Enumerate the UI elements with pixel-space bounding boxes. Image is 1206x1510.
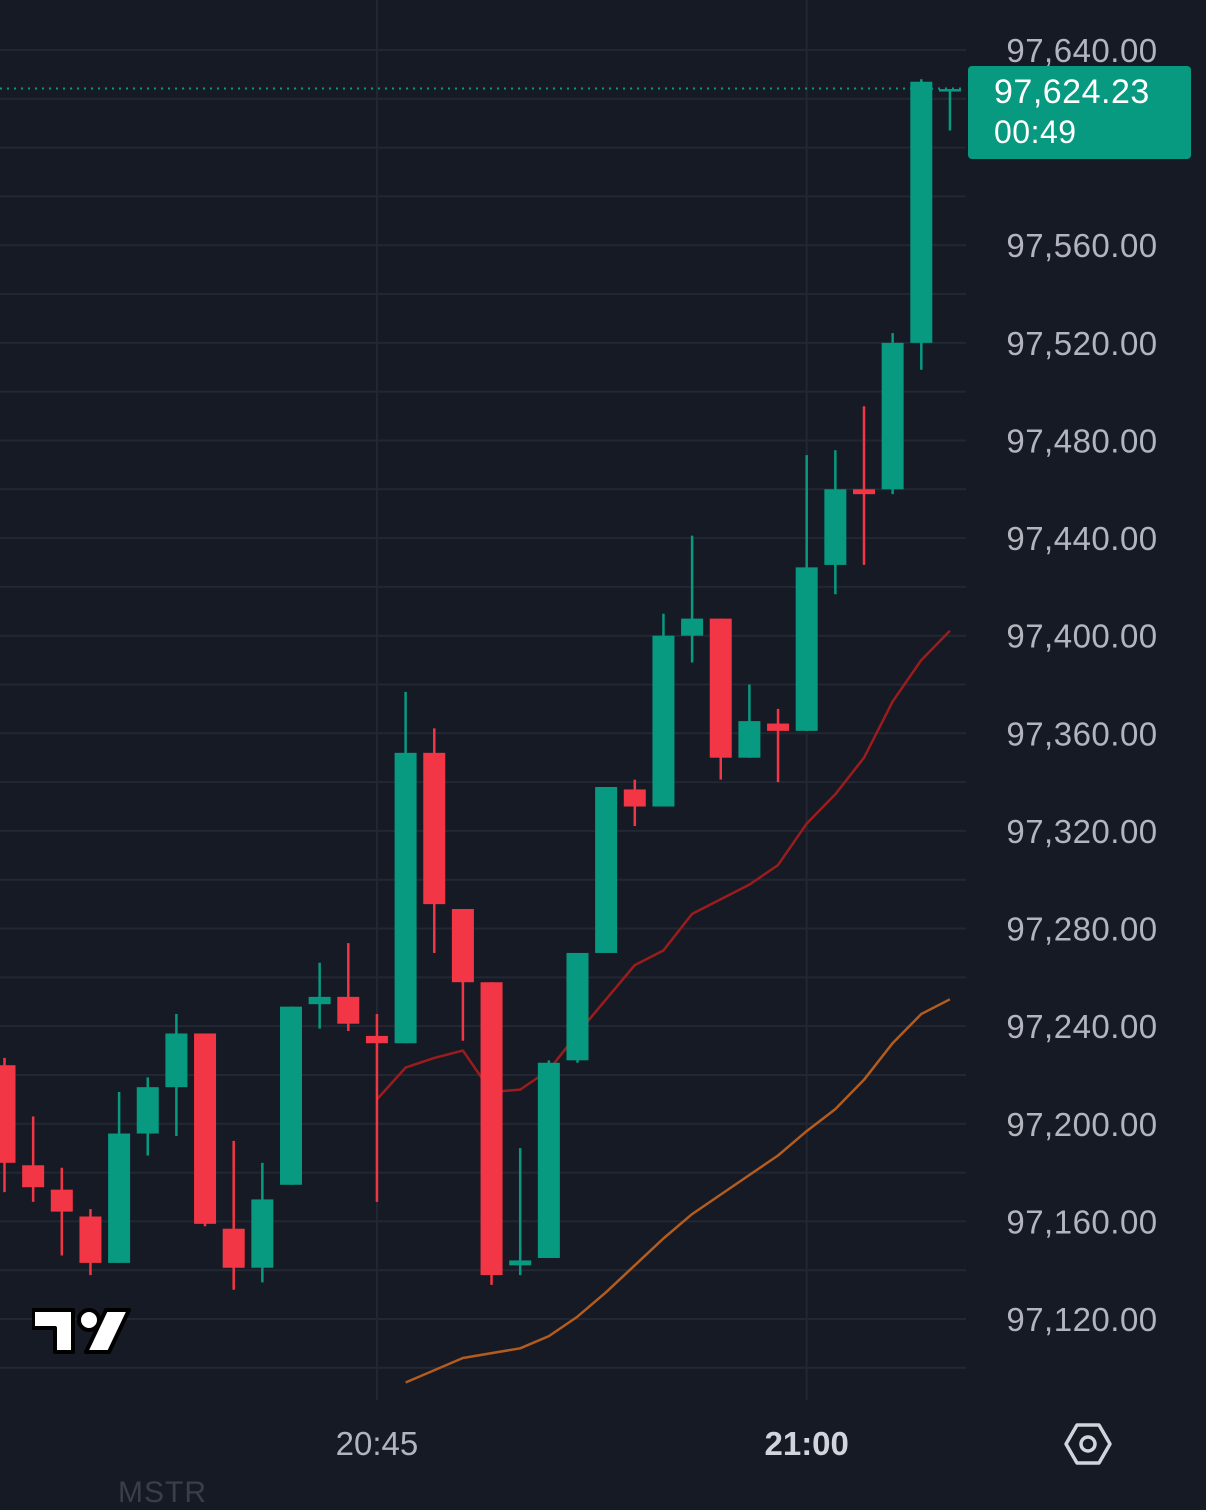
last-price: 97,624.23 <box>994 73 1150 111</box>
candle-body <box>222 1228 245 1268</box>
moving-average-slow-line <box>405 998 951 1384</box>
candle-body <box>595 786 618 953</box>
candle-body <box>280 1006 302 1185</box>
y-axis-tick-label: 97,440.00 <box>1006 520 1157 557</box>
bar-countdown: 00:49 <box>994 114 1077 150</box>
y-axis-tick-label: 97,640.00 <box>1006 32 1157 69</box>
candle-body <box>480 982 503 1276</box>
candle-body <box>738 721 761 758</box>
candle-body <box>108 1133 131 1263</box>
y-axis-tick-label: 97,360.00 <box>1006 715 1157 752</box>
y-axis-tick-label: 97,160.00 <box>1006 1203 1157 1240</box>
candle-body <box>0 1065 16 1163</box>
moving-average-fast-line <box>375 629 951 1101</box>
symbol-label: MSTR <box>118 1476 207 1509</box>
candle-body <box>136 1087 159 1134</box>
tradingview-logo <box>31 1305 132 1366</box>
candle-body <box>537 1062 560 1258</box>
candle-body <box>795 567 818 731</box>
y-axis-tick-label: 97,200.00 <box>1006 1106 1157 1143</box>
y-axis-tick-label: 97,400.00 <box>1006 618 1157 655</box>
candle-body <box>22 1165 45 1188</box>
y-axis-tick-label: 97,320.00 <box>1006 813 1157 850</box>
y-axis-tick-label: 97,280.00 <box>1006 911 1157 948</box>
candle-body <box>709 618 732 758</box>
candle-body <box>853 489 875 495</box>
candle-body <box>509 1260 532 1266</box>
candle-body <box>881 342 904 490</box>
candle-body <box>308 996 331 1005</box>
candle-body <box>623 789 646 807</box>
candle-body <box>767 723 790 731</box>
y-axis-tick-label: 97,240.00 <box>1006 1008 1157 1045</box>
y-axis-tick-label: 97,520.00 <box>1006 325 1157 362</box>
candle-body <box>652 635 675 807</box>
candle-body <box>79 1216 102 1263</box>
candle-body <box>938 89 961 92</box>
y-axis-tick-label: 97,480.00 <box>1006 422 1157 459</box>
settings-hexagon-icon[interactable] <box>1062 1418 1114 1475</box>
x-axis-tick-label: 21:00 <box>764 1425 848 1462</box>
y-axis-tick-label: 97,120.00 <box>1006 1301 1157 1338</box>
candle-body <box>824 489 847 565</box>
x-axis-tick-label: 20:45 <box>336 1425 419 1462</box>
candle-body <box>50 1189 73 1212</box>
candle-body <box>423 752 446 905</box>
candle-body <box>251 1199 274 1268</box>
candle-body <box>365 1035 388 1044</box>
candle-body <box>566 952 589 1061</box>
candle-body <box>451 909 474 983</box>
y-axis-tick-label: 97,560.00 <box>1006 227 1157 264</box>
candle-body <box>681 618 704 636</box>
candle-body <box>165 1033 188 1088</box>
last-price-label: 97,624.23 00:49 <box>968 66 1191 159</box>
candle-body <box>910 81 933 343</box>
candle-body <box>194 1033 217 1224</box>
candle-body <box>337 996 360 1024</box>
candle-body <box>394 752 417 1044</box>
